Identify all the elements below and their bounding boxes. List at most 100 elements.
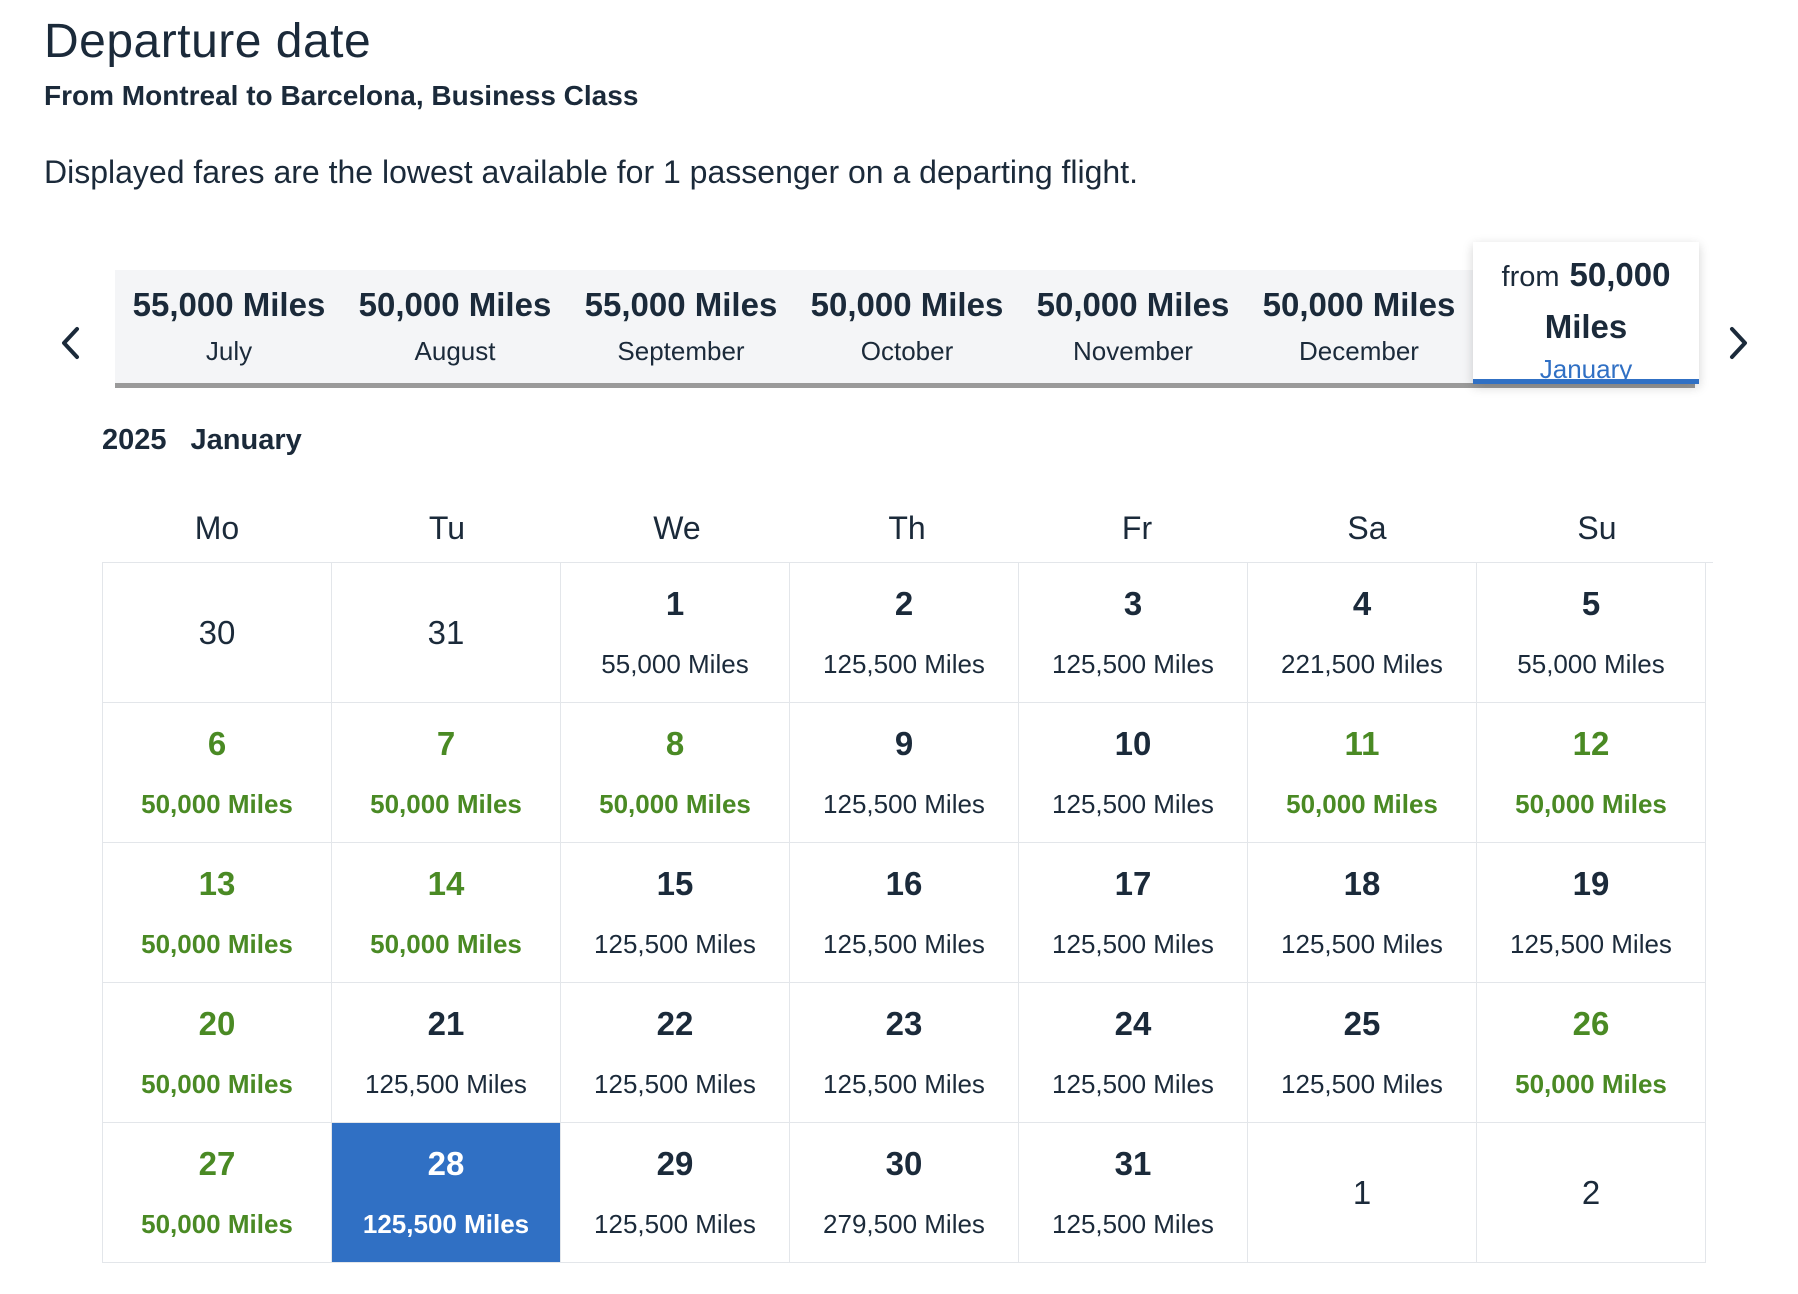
month-name: December — [1299, 336, 1419, 366]
calendar-day[interactable]: 15 125,500 Miles — [561, 843, 790, 983]
month-tab-august[interactable]: 50,000 Miles August — [342, 270, 568, 383]
day-fare: 125,500 Miles — [823, 649, 985, 679]
day-number: 3 — [1123, 585, 1143, 622]
calendar-day[interactable]: 21 125,500 Miles — [332, 983, 561, 1123]
day-fare: 55,000 Miles — [1517, 649, 1665, 679]
calendar-day-selected[interactable]: 28 125,500 Miles — [332, 1123, 561, 1263]
day-number: 31 — [427, 613, 465, 651]
day-number: 31 — [1114, 1145, 1152, 1182]
day-number: 1 — [665, 585, 685, 622]
day-number: 1 — [1352, 1173, 1372, 1211]
month-price: 50,000 Miles — [810, 286, 1004, 323]
month-name: November — [1073, 336, 1193, 366]
calendar-day[interactable]: 17 125,500 Miles — [1019, 843, 1248, 983]
calendar-day[interactable]: 7 50,000 Miles — [332, 703, 561, 843]
calendar-day[interactable]: 14 50,000 Miles — [332, 843, 561, 983]
weekday-header: Mo Tu We Th Fr Sa Su — [102, 510, 1712, 547]
day-number: 27 — [198, 1145, 236, 1182]
day-fare: 125,500 Miles — [594, 1069, 756, 1099]
calendar-day[interactable]: 26 50,000 Miles — [1477, 983, 1706, 1123]
calendar-day-outside: 31 — [332, 563, 561, 703]
calendar-day-outside: 2 — [1477, 1123, 1706, 1263]
day-fare: 50,000 Miles — [370, 929, 522, 959]
day-number: 19 — [1572, 865, 1610, 902]
month-name: September — [617, 336, 745, 366]
calendar-day[interactable]: 24 125,500 Miles — [1019, 983, 1248, 1123]
day-fare: 125,500 Miles — [1510, 929, 1672, 959]
chevron-left-icon — [62, 327, 79, 359]
calendar-day[interactable]: 5 55,000 Miles — [1477, 563, 1706, 703]
weekday-label: We — [653, 510, 701, 546]
day-fare: 50,000 Miles — [141, 1209, 293, 1239]
day-number: 5 — [1581, 585, 1601, 622]
day-number: 4 — [1352, 585, 1372, 622]
month-tab-september[interactable]: 55,000 Miles September — [568, 270, 794, 383]
month-tab-november[interactable]: 50,000 Miles November — [1020, 270, 1246, 383]
day-fare: 125,500 Miles — [1052, 789, 1214, 819]
day-fare: 125,500 Miles — [594, 929, 756, 959]
from-label: from — [1501, 261, 1560, 293]
month-tab-january[interactable]: from 50,000 Miles January — [1473, 242, 1699, 384]
day-fare: 125,500 Miles — [594, 1209, 756, 1239]
month-name: August — [414, 336, 496, 366]
day-fare: 125,500 Miles — [1281, 929, 1443, 959]
calendar-day[interactable]: 9 125,500 Miles — [790, 703, 1019, 843]
month-tab-october[interactable]: 50,000 Miles October — [794, 270, 1020, 383]
month-price: from 50,000 Miles — [1502, 250, 1671, 352]
day-fare: 50,000 Miles — [370, 789, 522, 819]
weekday-label: Sa — [1347, 510, 1387, 546]
day-number: 28 — [427, 1145, 465, 1182]
calendar-day[interactable]: 22 125,500 Miles — [561, 983, 790, 1123]
day-fare: 125,500 Miles — [1052, 649, 1214, 679]
calendar-day[interactable]: 16 125,500 Miles — [790, 843, 1019, 983]
calendar-day[interactable]: 3 125,500 Miles — [1019, 563, 1248, 703]
calendar-day[interactable]: 31 125,500 Miles — [1019, 1123, 1248, 1263]
calendar-day[interactable]: 19 125,500 Miles — [1477, 843, 1706, 983]
day-fare: 50,000 Miles — [1286, 789, 1438, 819]
month-price: 50,000 Miles — [1262, 286, 1456, 323]
calendar-day[interactable]: 6 50,000 Miles — [103, 703, 332, 843]
calendar-day[interactable]: 23 125,500 Miles — [790, 983, 1019, 1123]
day-number: 12 — [1572, 725, 1610, 762]
month-name: January — [1539, 354, 1633, 384]
day-fare: 125,500 Miles — [1052, 1069, 1214, 1099]
day-fare: 125,500 Miles — [365, 1069, 527, 1099]
calendar-day[interactable]: 29 125,500 Miles — [561, 1123, 790, 1263]
calendar-day[interactable]: 30 279,500 Miles — [790, 1123, 1019, 1263]
route-subtitle: From Montreal to Barcelona, Business Cla… — [44, 80, 639, 111]
calendar-day[interactable]: 4 221,500 Miles — [1248, 563, 1477, 703]
day-fare: 50,000 Miles — [1515, 789, 1667, 819]
day-fare: 50,000 Miles — [599, 789, 751, 819]
next-month-button[interactable] — [1713, 318, 1763, 368]
calendar-day[interactable]: 2 125,500 Miles — [790, 563, 1019, 703]
day-number: 8 — [665, 725, 685, 762]
day-number: 21 — [427, 1005, 465, 1042]
month-tab-december[interactable]: 50,000 Miles December — [1246, 270, 1472, 383]
day-fare: 125,500 Miles — [1052, 1209, 1214, 1239]
calendar-day[interactable]: 13 50,000 Miles — [103, 843, 332, 983]
calendar-day[interactable]: 27 50,000 Miles — [103, 1123, 332, 1263]
calendar-day[interactable]: 18 125,500 Miles — [1248, 843, 1477, 983]
calendar-day[interactable]: 11 50,000 Miles — [1248, 703, 1477, 843]
day-fare: 279,500 Miles — [823, 1209, 985, 1239]
calendar-day[interactable]: 1 55,000 Miles — [561, 563, 790, 703]
day-number: 26 — [1572, 1005, 1610, 1042]
month-price: 50,000 Miles — [1036, 286, 1230, 323]
day-fare: 55,000 Miles — [601, 649, 749, 679]
calendar-month: January — [190, 424, 302, 456]
calendar-day[interactable]: 25 125,500 Miles — [1248, 983, 1477, 1123]
page-title: Departure date — [44, 15, 372, 68]
day-number: 6 — [207, 725, 227, 762]
day-number: 9 — [894, 725, 914, 762]
prev-month-button[interactable] — [46, 318, 96, 368]
calendar-day[interactable]: 8 50,000 Miles — [561, 703, 790, 843]
calendar-day[interactable]: 20 50,000 Miles — [103, 983, 332, 1123]
day-fare: 125,500 Miles — [1281, 1069, 1443, 1099]
month-tab-july[interactable]: 55,000 Miles July — [116, 270, 342, 383]
calendar-day[interactable]: 10 125,500 Miles — [1019, 703, 1248, 843]
day-fare: 221,500 Miles — [1281, 649, 1443, 679]
day-fare: 125,500 Miles — [1052, 929, 1214, 959]
day-number: 20 — [198, 1005, 236, 1042]
calendar-day[interactable]: 12 50,000 Miles — [1477, 703, 1706, 843]
day-fare: 50,000 Miles — [141, 929, 293, 959]
